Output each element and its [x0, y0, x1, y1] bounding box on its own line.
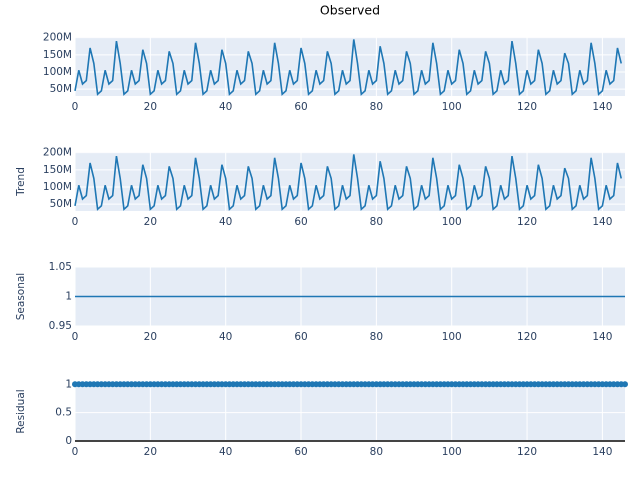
chart-title: Observed: [320, 3, 380, 18]
x-tick-label: 80: [370, 331, 383, 343]
y-tick-label: 1: [65, 291, 72, 303]
x-tick-label: 100: [442, 101, 462, 113]
y-axis-title: Trend: [15, 167, 27, 197]
x-tick-label: 60: [294, 331, 307, 343]
data-line: [74, 154, 623, 211]
x-tick-label: 40: [219, 101, 232, 113]
x-tick-label: 80: [370, 101, 383, 113]
x-tick-label: 100: [442, 216, 462, 228]
x-tick-label: 120: [517, 216, 537, 228]
x-tick-label: 120: [517, 101, 537, 113]
x-tick-label: 0: [72, 216, 79, 228]
y-tick-label: 150M: [43, 164, 72, 176]
y-tick-label: 50M: [50, 83, 72, 95]
y-tick-label: 0.95: [49, 320, 72, 332]
x-tick-label: 20: [144, 446, 157, 458]
y-axis-title: Residual: [15, 389, 27, 433]
x-tick-label: 20: [144, 216, 157, 228]
x-tick-label: 80: [370, 446, 383, 458]
y-tick-label: 50M: [50, 198, 72, 210]
x-tick-label: 100: [442, 331, 462, 343]
x-tick-label: 60: [294, 446, 307, 458]
y-tick-label: 100M: [43, 66, 72, 78]
x-tick-label: 140: [592, 331, 612, 343]
x-tick-label: 40: [219, 216, 232, 228]
x-tick-label: 140: [592, 101, 612, 113]
data-point: [622, 381, 628, 388]
x-tick-label: 140: [592, 216, 612, 228]
x-tick-label: 100: [442, 446, 462, 458]
x-tick-label: 120: [517, 446, 537, 458]
data-line: [74, 39, 623, 96]
y-axis-title: Seasonal: [15, 273, 27, 320]
y-tick-label: 0.5: [55, 407, 72, 419]
x-tick-label: 120: [517, 331, 537, 343]
plot-area: [75, 382, 625, 441]
y-tick-label: 200M: [43, 32, 72, 44]
y-tick-label: 200M: [43, 147, 72, 159]
y-tick-label: 100M: [43, 181, 72, 193]
y-tick-label: 1.05: [49, 261, 72, 273]
y-tick-label: 1: [65, 378, 72, 390]
x-tick-label: 40: [219, 331, 232, 343]
y-tick-label: 0: [65, 435, 72, 447]
x-tick-label: 140: [592, 446, 612, 458]
x-tick-label: 60: [294, 216, 307, 228]
y-tick-label: 150M: [43, 49, 72, 61]
x-tick-label: 40: [219, 446, 232, 458]
x-tick-label: 0: [72, 446, 79, 458]
x-tick-label: 0: [72, 331, 79, 343]
x-tick-label: 20: [144, 331, 157, 343]
x-tick-label: 20: [144, 101, 157, 113]
x-tick-label: 0: [72, 101, 79, 113]
x-tick-label: 60: [294, 101, 307, 113]
x-tick-label: 80: [370, 216, 383, 228]
